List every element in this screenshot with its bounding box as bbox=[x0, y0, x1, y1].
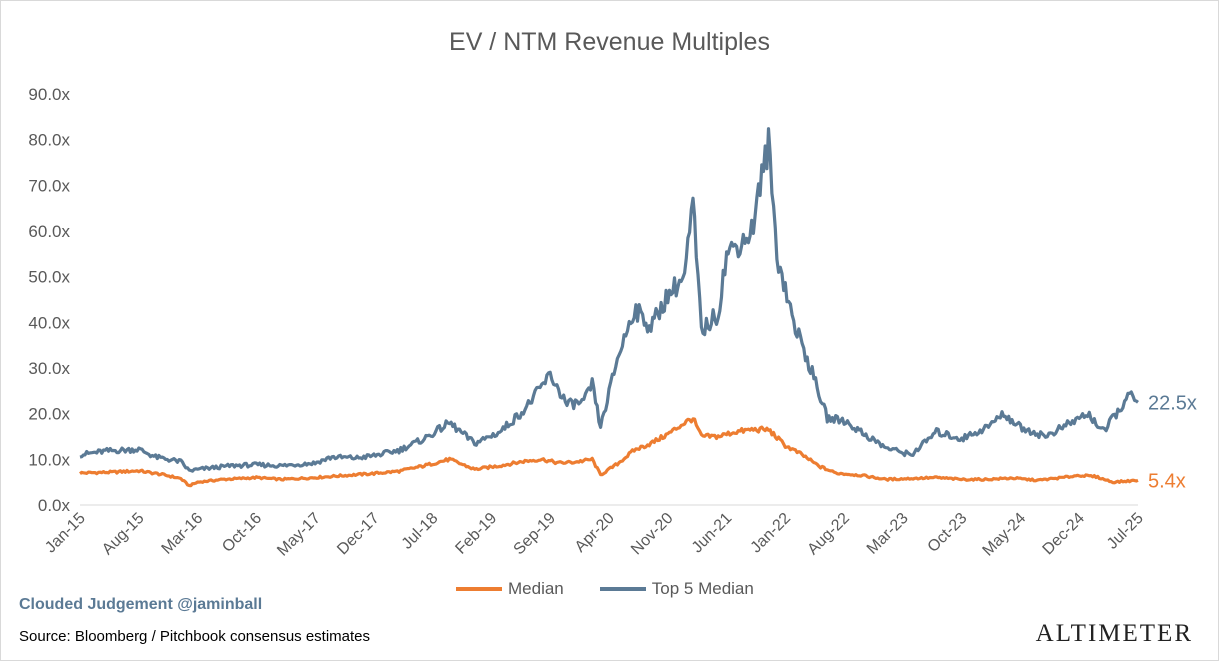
y-tick-label: 0.0x bbox=[38, 496, 71, 515]
x-tick-label: May-17 bbox=[274, 510, 324, 560]
y-tick-label: 30.0x bbox=[28, 359, 70, 378]
x-tick-label: Aug-22 bbox=[804, 510, 853, 559]
legend-label-top5-median: Top 5 Median bbox=[651, 579, 754, 598]
legend-label-median: Median bbox=[508, 579, 564, 598]
x-tick-label: Dec-24 bbox=[1040, 510, 1089, 559]
end-value-label-median: 5.4x bbox=[1148, 470, 1186, 492]
series-lines bbox=[79, 127, 1139, 488]
credit-text: Clouded Judgement @jaminball bbox=[19, 596, 263, 613]
x-tick-label: Apr-20 bbox=[572, 510, 618, 556]
y-axis-ticks: 0.0x 10.0x 20.0x 30.0x 40.0x 50.0x 60.0x 70.0x 8… bbox=[28, 85, 70, 515]
x-tick-label: Mar-16 bbox=[159, 510, 207, 558]
legend-swatch-median bbox=[456, 587, 502, 591]
legend-swatch-top5-median bbox=[599, 587, 646, 591]
x-tick-label: Sep-19 bbox=[511, 510, 560, 559]
y-tick-label: 20.0x bbox=[28, 405, 70, 424]
x-tick-label: Aug-15 bbox=[99, 510, 148, 559]
source-text: Source: Bloomberg / Pitchbook consensus … bbox=[19, 628, 371, 645]
x-tick-label: Jun-21 bbox=[689, 510, 736, 557]
y-tick-label: 80.0x bbox=[28, 131, 70, 150]
y-tick-label: 60.0x bbox=[28, 222, 70, 241]
y-tick-label: 90.0x bbox=[28, 85, 70, 104]
x-tick-label: Dec-17 bbox=[334, 510, 383, 559]
y-tick-label: 70.0x bbox=[28, 176, 70, 195]
end-labels: 5.4x 22.5x bbox=[1148, 392, 1197, 492]
legend-item-median: Median bbox=[456, 579, 564, 599]
x-tick-label: Jan-22 bbox=[748, 510, 795, 557]
legend: Median Top 5 Median bbox=[456, 578, 790, 600]
x-tick-label: Mar-23 bbox=[864, 510, 912, 558]
legend-item-top5-median: Top 5 Median bbox=[599, 579, 754, 599]
y-tick-label: 50.0x bbox=[28, 268, 70, 287]
x-tick-label: Jul-25 bbox=[1104, 510, 1147, 553]
series-line-median bbox=[79, 417, 1139, 488]
end-value-label-top5-median: 22.5x bbox=[1148, 392, 1197, 414]
x-tick-label: Jan-15 bbox=[42, 510, 89, 557]
y-tick-label: 10.0x bbox=[28, 450, 70, 469]
x-tick-label: Nov-20 bbox=[628, 510, 677, 559]
chart-title: EV / NTM Revenue Multiples bbox=[449, 28, 770, 56]
x-tick-label: Feb-19 bbox=[452, 510, 500, 558]
series-line-top5-median bbox=[79, 127, 1139, 473]
x-tick-label: May-24 bbox=[980, 510, 1030, 560]
brand-logo: ALTIMETER bbox=[1035, 620, 1193, 647]
x-tick-label: Jul-18 bbox=[399, 510, 442, 553]
y-tick-label: 40.0x bbox=[28, 313, 70, 332]
x-tick-label: Oct-16 bbox=[219, 510, 265, 556]
x-tick-label: Oct-23 bbox=[925, 510, 971, 556]
x-axis-ticks: Jan-15 Aug-15 Mar-16 Oct-16 May-17 Dec-17 Jul-… bbox=[42, 510, 1147, 560]
